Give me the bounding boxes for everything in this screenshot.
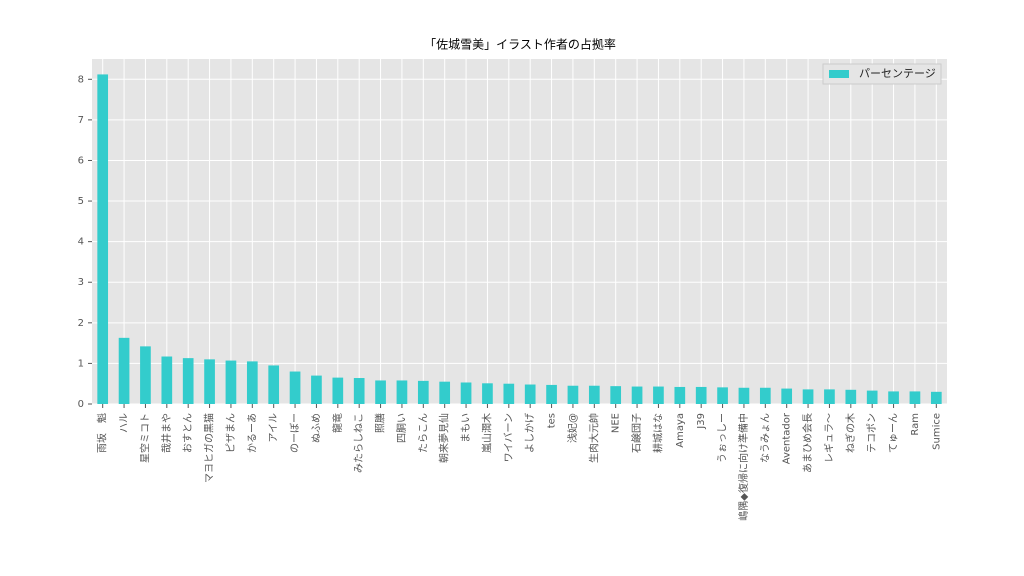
bar	[653, 386, 664, 404]
bar	[524, 384, 536, 404]
bar	[289, 371, 301, 404]
x-tick-label: ねぎの木	[844, 413, 857, 453]
x-tick-label: 嶋隅◆復帰に向け準備中	[737, 413, 750, 521]
y-tick-label: 4	[78, 237, 84, 248]
x-tick-label: 照膳	[374, 413, 387, 433]
x-tick-label: 嵐山潤木	[481, 413, 493, 453]
x-tick-label: 四胴い	[396, 413, 408, 443]
x-tick-label: まもい	[460, 413, 472, 443]
x-tick-label: tes	[547, 413, 558, 428]
y-tick-label: 7	[78, 115, 84, 126]
x-tick-label: よしかげ	[524, 413, 536, 453]
x-tick-label: レギュラ～	[823, 413, 835, 463]
y-tick-label: 8	[78, 74, 84, 85]
bar	[567, 385, 579, 404]
x-tick-label: NEE	[611, 413, 622, 433]
legend-label: パーセンテージ	[859, 67, 936, 80]
x-tick-label: なうみょん	[759, 413, 771, 463]
bar	[439, 381, 451, 404]
bar	[97, 74, 109, 405]
bar	[417, 380, 429, 404]
bar	[161, 356, 173, 404]
bar	[909, 391, 921, 404]
y-tick-label: 5	[78, 196, 84, 207]
x-tick-label: 星空ミコト	[138, 413, 151, 463]
legend-swatch	[829, 70, 849, 78]
x-tick-label: ワイバーン	[503, 413, 515, 462]
x-tick-label: ハル	[119, 413, 130, 433]
bar	[631, 386, 643, 404]
bar	[610, 386, 622, 404]
y-tick-label: 1	[78, 358, 84, 369]
x-tick-label: テコポン	[866, 413, 878, 453]
bar	[503, 383, 515, 404]
x-tick-label: 朝来夢見仙	[438, 413, 451, 463]
bar	[866, 390, 878, 404]
bar	[802, 389, 814, 404]
bar	[268, 365, 280, 404]
bar	[717, 387, 728, 404]
x-tick-label: 龍竜	[331, 413, 344, 433]
x-tick-label: たらこん	[417, 413, 429, 453]
x-tick-label: Aventador	[782, 412, 793, 464]
x-tick-label: のーぼー	[289, 413, 301, 453]
bar	[332, 377, 344, 404]
x-tick-label: 浅妃@	[566, 413, 579, 443]
x-tick-label: うぉっしー	[717, 413, 729, 463]
bar	[930, 391, 942, 404]
legend-box	[822, 63, 942, 85]
y-tick-label: 0	[78, 399, 84, 410]
bar	[375, 380, 386, 404]
bar	[353, 378, 365, 404]
bar	[140, 346, 151, 404]
y-tick-label: 2	[78, 318, 84, 329]
bar	[674, 386, 686, 404]
x-tick-label: おすとん	[182, 413, 194, 453]
bar	[588, 385, 600, 404]
x-tick-label: J39	[696, 413, 707, 430]
bar	[482, 383, 493, 404]
bar	[204, 359, 215, 404]
bar	[182, 358, 194, 404]
bar	[888, 391, 899, 404]
x-tick-label: てゅーん	[888, 413, 900, 453]
bar	[118, 337, 130, 404]
x-tick-label: 雨坂 魁	[96, 413, 109, 453]
bar	[311, 375, 322, 404]
bar	[824, 389, 835, 404]
x-tick-label: Amaya	[675, 413, 686, 448]
x-tick-label: みたらしねこ	[353, 413, 365, 473]
bar	[225, 360, 237, 404]
bar	[546, 384, 557, 404]
bar	[246, 361, 258, 404]
x-tick-label: かるーあ	[246, 413, 258, 453]
x-tick-label: Ram	[910, 413, 921, 436]
y-tick-label: 3	[78, 277, 84, 288]
bar	[460, 382, 472, 404]
x-tick-label: 石鹸団子	[630, 413, 643, 453]
x-tick-label: 耕城はな	[651, 413, 664, 453]
bar	[781, 388, 793, 404]
bar	[845, 389, 857, 404]
x-tick-label: 哉井まや	[160, 413, 173, 453]
bar	[695, 386, 707, 404]
x-tick-label: マヨヒガの黒猫	[203, 413, 216, 483]
x-tick-label: あまひめ会長	[801, 413, 814, 473]
x-tick-label: ピザまん	[225, 413, 237, 453]
bar	[759, 387, 771, 404]
bar	[396, 380, 408, 404]
x-tick-label: ぬふめ	[310, 413, 322, 443]
x-tick-label: Sumice	[931, 413, 942, 450]
x-tick-label: 生肉大元帥	[587, 413, 600, 463]
x-tick-label: アイル	[269, 413, 280, 443]
plot-area	[92, 59, 947, 404]
y-tick-label: 6	[78, 155, 84, 166]
bar	[738, 387, 750, 404]
chart-title: 「佐城雪美」イラスト作者の占拠率	[424, 37, 616, 52]
